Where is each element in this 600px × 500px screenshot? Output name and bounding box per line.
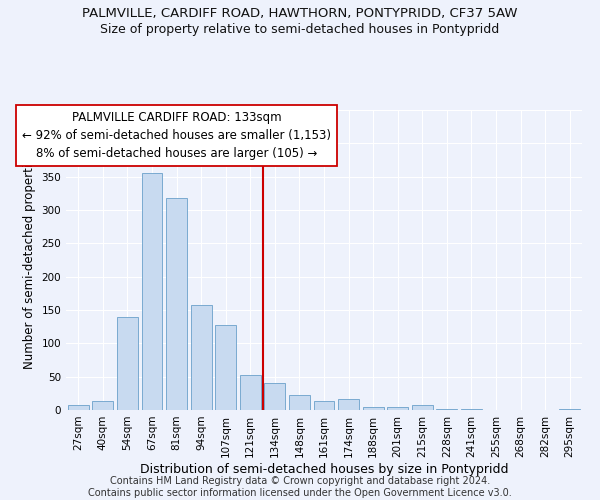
X-axis label: Distribution of semi-detached houses by size in Pontypridd: Distribution of semi-detached houses by …: [140, 462, 508, 475]
Bar: [265, 384, 286, 410]
Bar: [68, 406, 89, 410]
Bar: [559, 408, 580, 410]
Bar: [338, 400, 359, 410]
Bar: [166, 198, 187, 410]
Bar: [191, 304, 212, 410]
Bar: [142, 174, 163, 410]
Y-axis label: Number of semi-detached properties: Number of semi-detached properties: [23, 150, 36, 370]
Bar: [289, 396, 310, 410]
Text: PALMVILLE CARDIFF ROAD: 133sqm
← 92% of semi-detached houses are smaller (1,153): PALMVILLE CARDIFF ROAD: 133sqm ← 92% of …: [22, 112, 331, 160]
Text: Size of property relative to semi-detached houses in Pontypridd: Size of property relative to semi-detach…: [100, 22, 500, 36]
Bar: [117, 316, 138, 410]
Bar: [412, 404, 433, 410]
Bar: [92, 402, 113, 410]
Text: Contains HM Land Registry data © Crown copyright and database right 2024.: Contains HM Land Registry data © Crown c…: [110, 476, 490, 486]
Bar: [215, 324, 236, 410]
Bar: [362, 406, 383, 410]
Bar: [314, 402, 334, 410]
Text: PALMVILLE, CARDIFF ROAD, HAWTHORN, PONTYPRIDD, CF37 5AW: PALMVILLE, CARDIFF ROAD, HAWTHORN, PONTY…: [82, 8, 518, 20]
Bar: [240, 376, 261, 410]
Text: Contains public sector information licensed under the Open Government Licence v3: Contains public sector information licen…: [88, 488, 512, 498]
Bar: [387, 406, 408, 410]
